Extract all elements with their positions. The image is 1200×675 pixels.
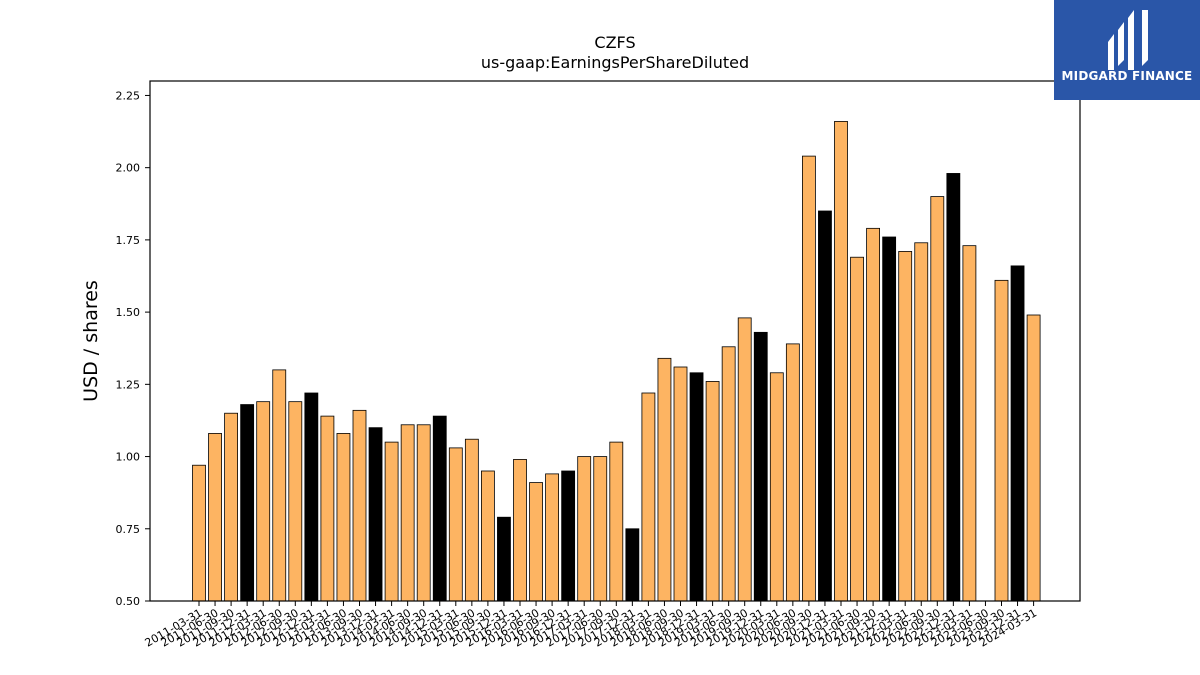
bar-2019-06-30 [721,346,736,602]
bar-2021-06-30 [850,256,864,602]
y-tick-label: 2.25 [116,89,141,102]
bar-2016-09-30 [545,473,559,602]
bar-2012-03-31 [256,401,271,602]
chart-title: CZFS [594,33,635,52]
bar-2023-09-30 [994,279,1009,602]
bar-2024-03-31 [1026,314,1041,602]
bar-2012-06-30 [272,369,287,602]
y-tick-label: 2.00 [116,162,141,175]
bar-2015-06-30 [464,438,479,602]
bar-2012-12-31 [304,392,319,602]
bar-2022-03-31 [898,251,913,602]
bar-2023-03-31 [962,245,977,602]
bar-2020-03-31 [769,372,784,602]
y-tick-label: 1.00 [116,451,141,464]
bar-2017-06-30 [593,456,608,602]
bar-2017-09-30 [609,441,624,602]
bar-2013-09-30 [352,409,367,602]
bar-2013-12-31 [368,427,383,602]
x-axis: 2011-03-312011-06-302011-09-302011-12-31… [143,601,1039,650]
y-tick-label: 1.50 [116,306,141,319]
logo-text: MIDGARD FINANCE [1062,69,1193,83]
y-tick-label: 0.50 [116,595,141,608]
bar-2022-12-31 [946,173,961,602]
bar-2018-03-31 [641,392,656,602]
bar-2019-03-31 [705,381,720,602]
bar-2018-12-31 [689,372,704,602]
chart-subtitle: us-gaap:EarningsPerShareDiluted [481,53,749,72]
bar-2021-09-30 [866,227,880,602]
bar-2013-06-30 [336,433,351,602]
bar-2011-12-31 [240,404,255,602]
bars-group [192,121,1041,602]
bar-2020-09-30 [802,155,816,602]
bar-2021-12-31 [882,236,897,602]
y-tick-label: 1.25 [116,378,141,391]
y-tick-label: 0.75 [116,523,141,536]
bar-2018-09-30 [673,366,688,602]
bar-2018-06-30 [657,357,672,602]
bar-2017-03-31 [577,456,592,602]
logo-background [1054,0,1200,100]
bar-2015-12-31 [497,516,511,602]
bar-2015-09-30 [480,470,495,602]
bar-2011-03-31 [192,464,206,602]
bar-2020-12-31 [818,210,832,602]
bar-2016-06-30 [529,482,543,602]
bar-2020-06-30 [785,343,800,602]
midgard-finance-logo: MIDGARD FINANCE [1054,0,1200,100]
y-axis: 0.50 0.75 1.00 1.25 1.50 1.75 2.00 2.25 [116,89,150,608]
bar-2015-03-31 [448,447,463,602]
bar-2023-12-31 [1010,265,1025,602]
bar-2011-09-30 [224,412,239,602]
bar-2014-03-31 [384,441,399,602]
bar-2014-09-30 [416,424,431,602]
bar-2022-09-30 [930,196,945,602]
bar-2022-06-30 [914,242,929,602]
bar-2014-06-30 [400,424,415,602]
y-tick-label: 1.75 [116,234,141,247]
logo-mark-icon [1108,10,1148,70]
y-axis-label: USD / shares [80,280,102,402]
bar-2011-06-30 [208,433,222,602]
bar-2019-12-31 [753,331,768,602]
bar-2019-09-30 [737,317,752,602]
bar-2014-12-31 [432,415,447,602]
bar-2012-09-30 [288,401,303,602]
bar-2021-03-31 [834,121,848,602]
bar-2017-12-31 [625,528,640,602]
bar-2016-12-31 [561,470,576,602]
bar-2013-03-31 [320,415,335,602]
bar-2016-03-31 [513,459,527,602]
plot-frame [149,80,1081,602]
